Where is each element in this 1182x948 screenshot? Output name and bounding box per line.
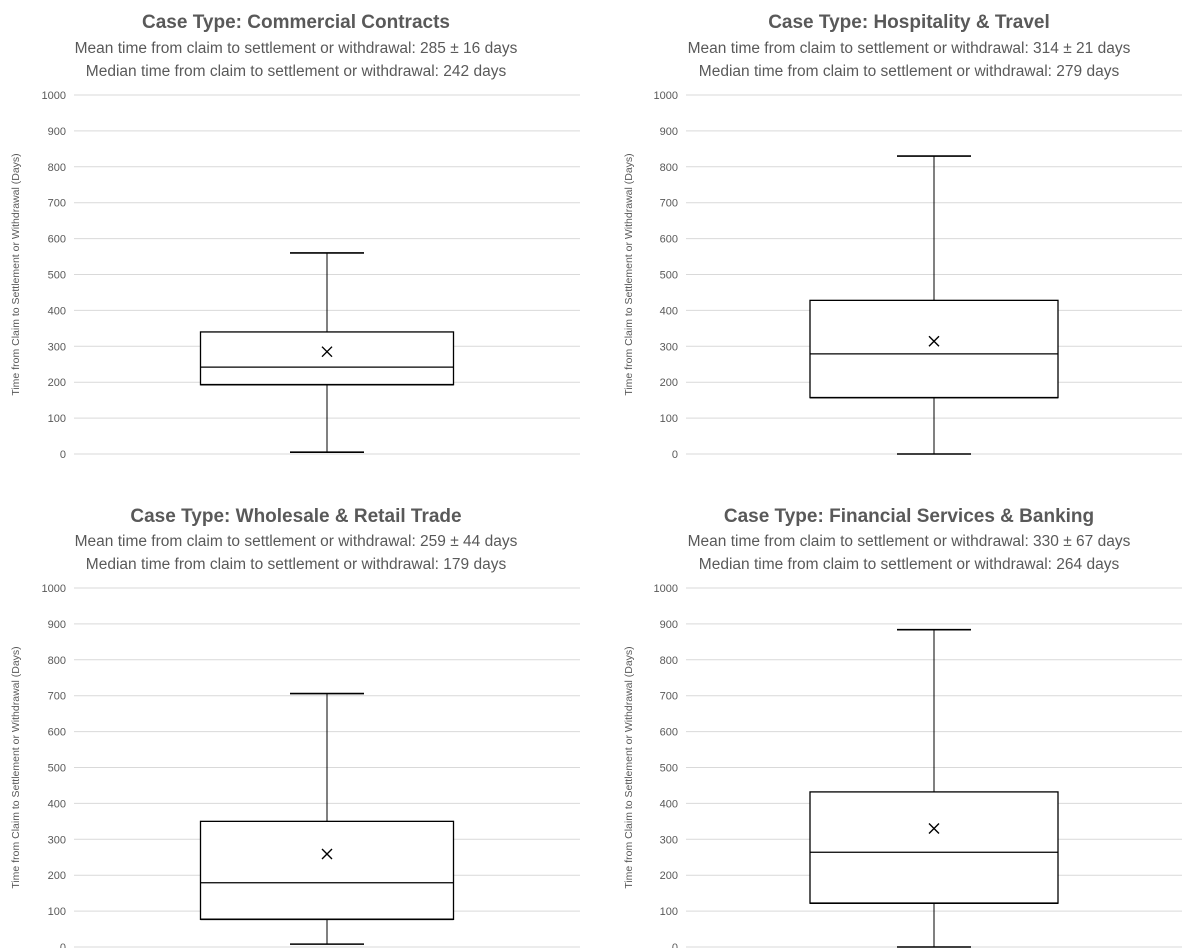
iqr-box [809,791,1059,904]
mean-marker [321,346,333,358]
y-tick-label: 900 [48,619,66,631]
y-tick-label: 0 [672,942,678,948]
y-tick-label: 1000 [654,583,678,595]
y-tick-label: 600 [48,234,66,246]
y-axis-label: Time from Claim to Settlement or Withdra… [10,646,22,888]
chart-panel-2: Case Type: Hospitality & Travel Mean time… [623,12,1182,461]
y-tick-label: 500 [48,763,66,775]
y-tick-label: 900 [660,126,678,138]
y-tick-label: 800 [48,655,66,667]
iqr-box [199,820,455,921]
y-tick-label: 600 [48,727,66,739]
y-tick-label: 700 [660,691,678,703]
mean-marker [928,335,940,347]
y-tick-label: 100 [48,413,66,425]
y-tick-label: 300 [48,341,66,353]
y-tick-label: 400 [660,305,678,317]
y-tick-label: 0 [672,449,678,461]
y-tick-label: 1000 [42,583,66,595]
y-tick-label: 200 [48,870,66,882]
chart-panel-1: Case Type: Commercial Contracts Mean time… [10,12,580,461]
y-tick-label: 800 [660,655,678,667]
mean-subtitle: Mean time from claim to settlement or wi… [688,533,1131,550]
mean-subtitle: Mean time from claim to settlement or wi… [688,40,1131,57]
y-tick-label: 0 [60,942,66,948]
y-axis-label: Time from Claim to Settlement or Withdra… [10,153,22,395]
y-tick-label: 500 [660,270,678,282]
chart-title: Case Type: Financial Services & Banking [724,506,1094,527]
y-tick-label: 700 [48,198,66,210]
y-tick-label: 0 [60,449,66,461]
iqr-box [199,331,455,386]
y-tick-label: 700 [660,198,678,210]
y-tick-label: 800 [48,162,66,174]
y-tick-label: 500 [660,763,678,775]
mean-subtitle: Mean time from claim to settlement or wi… [75,533,518,550]
median-subtitle: Median time from claim to settlement or … [86,63,507,80]
y-tick-label: 100 [660,906,678,918]
y-tick-label: 200 [48,377,66,389]
median-subtitle: Median time from claim to settlement or … [699,63,1120,80]
y-tick-label: 200 [660,377,678,389]
chart-title: Case Type: Wholesale & Retail Trade [130,506,461,527]
y-tick-label: 1000 [654,90,678,102]
y-axis-label: Time from Claim to Settlement or Withdra… [623,153,635,395]
median-subtitle: Median time from claim to settlement or … [86,556,507,573]
y-tick-label: 400 [48,305,66,317]
y-tick-label: 600 [660,727,678,739]
y-tick-label: 800 [660,162,678,174]
mean-marker [321,848,333,860]
median-subtitle: Median time from claim to settlement or … [699,556,1120,573]
y-tick-label: 300 [660,341,678,353]
y-tick-label: 700 [48,691,66,703]
chart-title: Case Type: Hospitality & Travel [768,12,1050,33]
chart-panel-3: Case Type: Wholesale & Retail Trade Mean … [10,506,580,948]
y-tick-label: 200 [660,870,678,882]
y-tick-label: 1000 [42,90,66,102]
y-tick-label: 900 [660,619,678,631]
y-tick-label: 300 [48,834,66,846]
y-axis-label: Time from Claim to Settlement or Withdra… [623,646,635,888]
y-tick-label: 100 [660,413,678,425]
iqr-box [809,299,1059,399]
y-tick-label: 900 [48,126,66,138]
mean-subtitle: Mean time from claim to settlement or wi… [75,40,518,57]
chart-title: Case Type: Commercial Contracts [142,12,450,33]
chart-panel-4: Case Type: Financial Services & Banking M… [623,506,1182,948]
y-tick-label: 600 [660,234,678,246]
y-tick-label: 400 [660,798,678,810]
y-tick-label: 500 [48,270,66,282]
y-tick-label: 100 [48,906,66,918]
mean-marker [928,823,940,835]
y-tick-label: 400 [48,798,66,810]
y-tick-label: 300 [660,834,678,846]
